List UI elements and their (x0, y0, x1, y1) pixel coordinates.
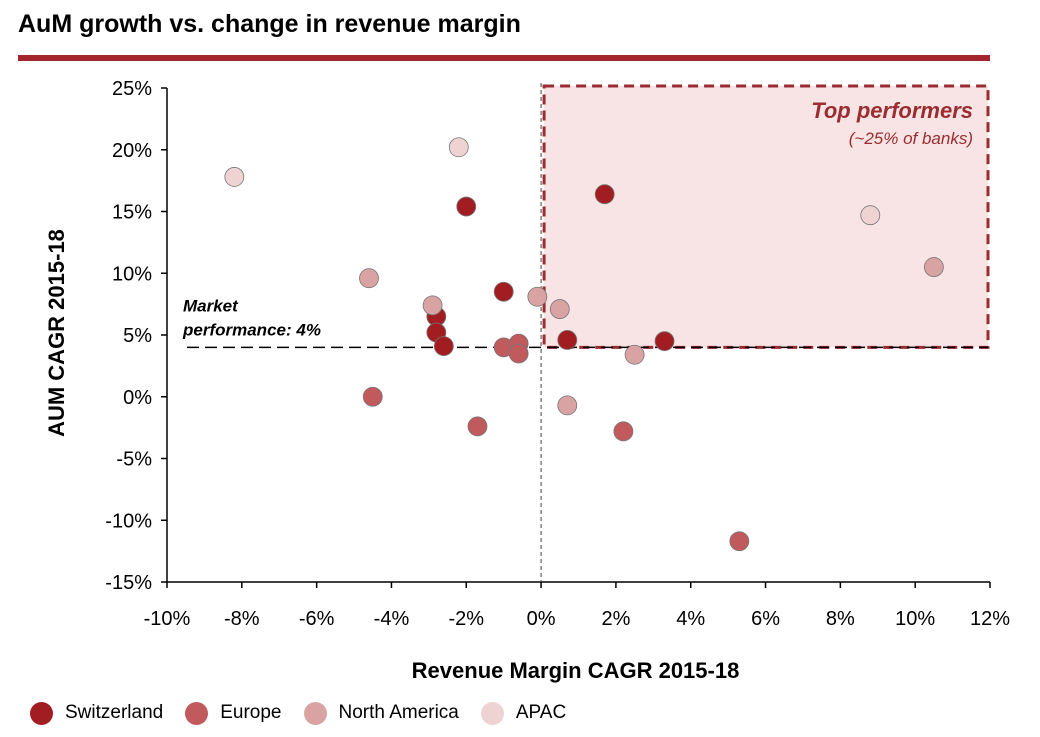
top-performers-title: Top performers (811, 98, 973, 123)
data-point-europe (508, 343, 529, 364)
data-point-north-america (557, 395, 578, 416)
data-point-north-america (527, 286, 548, 307)
y-tick-label: 25% (112, 78, 152, 100)
legend-swatch-europe (185, 701, 209, 725)
y-tick-label: 10% (112, 263, 152, 285)
y-tick-label: 0% (123, 387, 152, 409)
data-point-switzerland (557, 330, 578, 350)
x-tick-label: -10% (144, 608, 191, 630)
top-performers-subtitle: (~25% of banks) (849, 129, 973, 148)
legend-item-europe: Europe (185, 701, 282, 725)
data-point-north-america (549, 299, 570, 319)
x-tick-label: -4% (374, 608, 410, 630)
data-point-europe (467, 416, 488, 437)
data-point-north-america (359, 268, 379, 289)
legend-label-switzerland: Switzerland (65, 702, 164, 723)
data-point-switzerland (456, 196, 477, 217)
y-tick-label: 20% (112, 140, 152, 162)
legend-label-apac: APAC (515, 702, 567, 723)
x-tick-label: 10% (895, 608, 935, 630)
data-point-switzerland (493, 281, 514, 302)
data-point-north-america (923, 257, 944, 277)
x-tick-label: 0% (527, 608, 556, 630)
x-tick-label: -8% (224, 608, 260, 630)
market-label-line1: Market (183, 296, 239, 315)
data-point-north-america (624, 344, 645, 365)
x-tick-label: 6% (751, 608, 780, 630)
chart-title: AuM growth vs. change in revenue margin (18, 10, 521, 38)
x-tick-label: 8% (826, 608, 855, 630)
x-tick-label: 2% (601, 608, 630, 630)
data-point-switzerland (433, 336, 454, 357)
data-point-switzerland (654, 331, 675, 352)
legend-item-apac: APAC (480, 701, 567, 725)
legend-swatch-apac (480, 701, 504, 725)
legend-item-north-america: North America (303, 701, 459, 725)
legend: Switzerland Europe North America APAC (30, 700, 588, 726)
y-tick-label: -15% (105, 572, 152, 594)
x-tick-label: -2% (448, 608, 484, 630)
y-tick-label: -5% (116, 449, 152, 471)
scatter-chart: Top performers (~25% of banks) 25% 20% 15% 10… (44, 78, 1010, 683)
legend-item-switzerland: Switzerland (30, 701, 164, 725)
data-point-apac (448, 137, 469, 158)
x-axis-label: Revenue Margin CAGR 2015-18 (412, 658, 740, 683)
x-tick-label: -6% (299, 608, 335, 630)
data-point-switzerland (594, 184, 615, 205)
legend-label-north-america: North America (338, 702, 459, 723)
y-tick-label: 5% (123, 325, 152, 347)
legend-swatch-switzerland (30, 701, 53, 725)
y-tick-label: -10% (105, 510, 152, 532)
data-point-europe (729, 531, 750, 552)
data-point-europe (362, 386, 383, 407)
legend-label-europe: Europe (220, 702, 282, 723)
x-tick-label: 12% (970, 608, 1010, 630)
market-label-line2: performance: 4% (182, 320, 321, 339)
top-performers-box (542, 84, 990, 349)
data-point-apac (224, 167, 245, 187)
title-divider (18, 55, 990, 61)
y-axis-label: AUM CAGR 2015-18 (44, 229, 69, 437)
y-tick-label: 15% (112, 202, 152, 224)
data-point-north-america (422, 295, 443, 316)
legend-swatch-north-america (303, 701, 327, 725)
x-tick-label: 4% (676, 608, 705, 630)
data-point-europe (613, 421, 634, 442)
data-point-apac (860, 205, 881, 226)
